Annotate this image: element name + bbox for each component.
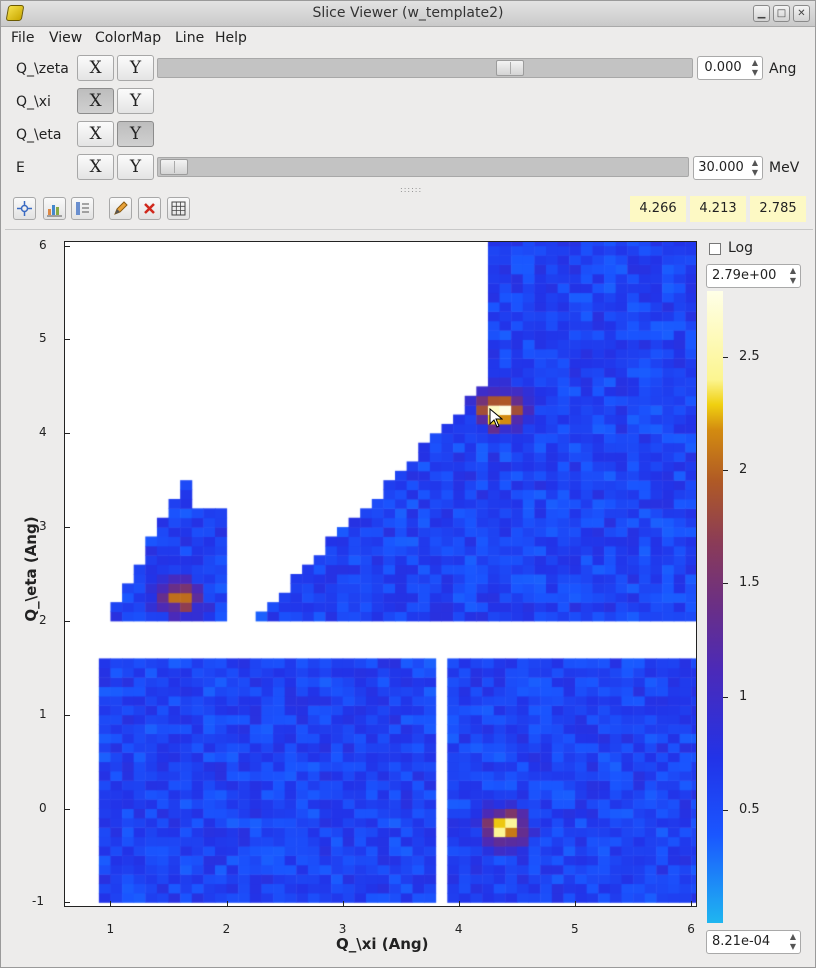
zeta-x-button[interactable]: X xyxy=(77,55,114,81)
y-tick-label: 3 xyxy=(39,519,47,534)
x-tick-label: 2 xyxy=(222,922,231,936)
x-tick xyxy=(575,901,577,907)
y-tick xyxy=(64,902,70,904)
x-tick xyxy=(691,901,693,907)
xi-y-button[interactable]: Y xyxy=(117,88,154,114)
menu-line[interactable]: Line xyxy=(175,30,205,46)
coordinate-value: 2.785 xyxy=(750,196,806,222)
energy-value: 30.000 xyxy=(698,160,744,175)
x-tick xyxy=(458,901,460,907)
y-tick xyxy=(64,527,70,529)
y-tick xyxy=(64,433,70,435)
zeta-value: 0.000 xyxy=(704,60,742,75)
zeta-value-spinbox[interactable]: 0.000 ▲ ▼ xyxy=(697,56,763,80)
x-tick-label: 3 xyxy=(338,922,347,936)
pencil-icon[interactable] xyxy=(109,197,132,220)
grid-icon[interactable] xyxy=(167,197,190,220)
eta-y-button[interactable]: Y xyxy=(117,121,154,147)
y-tick-label: 4 xyxy=(39,425,47,440)
energy-slider-handle[interactable] xyxy=(160,159,188,175)
menu-bar: File View ColorMap Line Help xyxy=(1,27,815,49)
log-label: Log xyxy=(728,240,754,256)
colorbar-tick xyxy=(723,809,728,811)
zeta-slider[interactable] xyxy=(157,58,693,78)
y-tick-label: 1 xyxy=(39,706,47,721)
colorbar-tick xyxy=(723,470,728,471)
energy-value-spinbox[interactable]: 30.000 ▲ ▼ xyxy=(693,156,763,180)
energy-unit: MeV xyxy=(769,160,800,176)
x-tick xyxy=(342,901,344,907)
log-checkbox[interactable] xyxy=(709,243,721,255)
coordinate-y: 4.213 xyxy=(690,196,746,222)
y-tick xyxy=(64,339,70,341)
spin-arrows-icon[interactable]: ▲ ▼ xyxy=(789,266,797,285)
menu-view[interactable]: View xyxy=(49,30,83,46)
window-title: Slice Viewer (w_template2) xyxy=(312,5,504,21)
x-tick-label: 4 xyxy=(454,922,463,936)
dim-label-zeta: Q_\zeta xyxy=(16,61,69,77)
mouse-cursor-icon xyxy=(489,408,503,428)
splitter-handle[interactable]: :::::: xyxy=(400,185,423,194)
x-tick xyxy=(110,901,112,907)
clear-line-icon[interactable] xyxy=(138,197,161,220)
colorbar-min-value: 8.21e-04 xyxy=(712,934,771,949)
energy-y-button[interactable]: Y xyxy=(117,154,154,180)
spin-arrows-icon[interactable]: ▲ ▼ xyxy=(751,158,759,177)
colorbar-tick xyxy=(723,356,728,358)
colorbar-tick-label: 1.5 xyxy=(739,575,760,591)
dim-label-eta: Q_\eta xyxy=(16,127,62,143)
x-tick-label: 1 xyxy=(106,922,115,936)
colorbar-tick-label: 2 xyxy=(739,462,748,477)
dim-label-xi: Q_\xi xyxy=(16,94,51,110)
dim-label-energy: E xyxy=(16,160,25,176)
spin-arrows-icon[interactable]: ▲ ▼ xyxy=(751,58,759,77)
colorbar-tick-label: 2.5 xyxy=(739,348,760,364)
zoom-fit-icon[interactable] xyxy=(13,197,36,220)
colorbar-tick-label: 1 xyxy=(739,688,748,704)
colormap-autoscale-icon[interactable] xyxy=(43,197,66,220)
colorbar[interactable] xyxy=(707,291,723,923)
y-tick-label: 0 xyxy=(39,800,47,815)
x-tick-label: 5 xyxy=(571,922,579,936)
minimize-button[interactable]: ▁ xyxy=(753,5,770,22)
zeta-slider-handle[interactable] xyxy=(496,60,524,76)
title-bar[interactable]: Slice Viewer (w_template2) ▁ □ ✕ xyxy=(1,1,815,27)
eta-x-button[interactable]: X xyxy=(77,121,114,147)
colorbar-max-input[interactable]: 2.79e+00 ▲ ▼ xyxy=(706,264,801,288)
energy-slider[interactable] xyxy=(157,157,689,177)
zeta-y-button[interactable]: Y xyxy=(117,55,154,81)
menu-help[interactable]: Help xyxy=(215,30,247,46)
colorbar-max-value: 2.79e+00 xyxy=(712,268,777,283)
y-tick xyxy=(64,245,70,247)
y-tick xyxy=(64,620,70,622)
menu-colormap[interactable]: ColorMap xyxy=(95,30,162,46)
colorbar-tick-label: 0.5 xyxy=(739,801,760,817)
spin-arrows-icon[interactable]: ▲ ▼ xyxy=(789,932,797,951)
colorbar-tick xyxy=(723,696,728,698)
y-tick-label: -1 xyxy=(32,894,44,909)
x-tick xyxy=(226,901,228,907)
energy-x-button[interactable]: X xyxy=(77,154,114,180)
zeta-unit: Ang xyxy=(769,61,797,77)
y-tick-label: 5 xyxy=(39,331,47,346)
x-axis-label: Q_\xi (Ang) xyxy=(336,935,429,953)
y-tick-label: 6 xyxy=(39,237,47,252)
close-button[interactable]: ✕ xyxy=(793,5,810,22)
line-overlay-icon[interactable] xyxy=(71,197,94,220)
y-tick xyxy=(64,714,70,716)
y-tick-label: 2 xyxy=(39,612,47,627)
maximize-button[interactable]: □ xyxy=(773,5,790,22)
colorbar-min-input[interactable]: 8.21e-04 ▲ ▼ xyxy=(706,930,801,954)
x-tick-label: 6 xyxy=(687,922,695,936)
y-axis-label: Q_\eta (Ang) xyxy=(22,516,40,622)
heatmap-canvas[interactable] xyxy=(64,241,697,907)
menu-file[interactable]: File xyxy=(11,30,35,46)
xi-x-button[interactable]: X xyxy=(77,88,114,114)
coordinate-x: 4.266 xyxy=(630,196,686,222)
colorbar-tick xyxy=(723,583,728,585)
y-tick xyxy=(64,808,70,810)
